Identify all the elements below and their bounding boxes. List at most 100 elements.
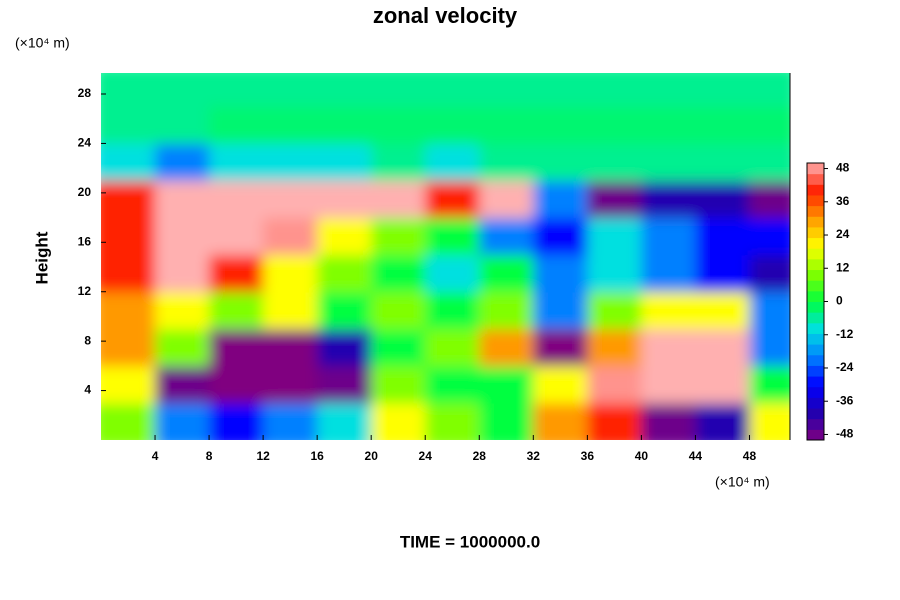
heatmap-cell <box>587 180 642 219</box>
heatmap-cell <box>317 365 372 404</box>
y-tick-label: 28 <box>78 86 92 100</box>
heatmap-cell <box>749 106 790 144</box>
heatmap-cell <box>641 365 696 404</box>
heatmap-cell <box>533 254 588 293</box>
x-tick-label: 36 <box>581 449 595 463</box>
heatmap-cell <box>371 217 426 256</box>
x-unit-label: (×10⁴ m) <box>715 474 770 490</box>
heatmap-cell <box>209 143 264 182</box>
heatmap-cell <box>479 143 534 182</box>
colorbar-step <box>807 333 824 345</box>
heatmap-cell <box>479 217 534 256</box>
heatmap-cell <box>317 106 372 144</box>
heatmap-cell <box>101 180 156 219</box>
colorbar-tick-label: 24 <box>836 227 850 241</box>
heatmap-cell <box>587 254 642 293</box>
heatmap-cell <box>533 73 588 107</box>
heatmap-cell <box>209 73 264 107</box>
footer: TIME = 1000000.0 <box>400 532 540 551</box>
heatmap-cell <box>101 106 156 144</box>
heatmap-cell <box>209 180 264 219</box>
y-unit-label: (×10⁴ m) <box>15 35 70 51</box>
y-tick-label: 16 <box>78 234 92 248</box>
heatmap-cell <box>587 106 642 144</box>
colorbar-step <box>807 269 824 281</box>
colorbar-step <box>807 429 824 441</box>
heatmap-cell <box>101 328 156 367</box>
heatmap-cell <box>155 180 210 219</box>
heatmap-cell <box>587 328 642 367</box>
heatmap-cell <box>425 328 480 367</box>
heatmap-cell <box>533 106 588 144</box>
heatmap <box>101 73 790 440</box>
heatmap-cell <box>317 291 372 330</box>
heatmap-cell <box>533 291 588 330</box>
heatmap-cell <box>317 254 372 293</box>
heatmap-cell <box>749 217 790 256</box>
heatmap-cell <box>695 143 750 182</box>
heatmap-cell <box>695 217 750 256</box>
heatmap-cell <box>587 365 642 404</box>
colorbar-step <box>807 354 824 366</box>
heatmap-cell <box>371 365 426 404</box>
colorbar-step <box>807 322 824 334</box>
heatmap-cell <box>479 73 534 107</box>
heatmap-cell <box>425 73 480 107</box>
colorbar-tick-label: -24 <box>836 360 854 374</box>
heatmap-cell <box>749 254 790 293</box>
heatmap-cell <box>317 73 372 107</box>
x-tick-label: 8 <box>206 449 213 463</box>
heatmap-cell <box>209 217 264 256</box>
heatmap-cell <box>155 143 210 182</box>
heatmap-cell <box>479 106 534 144</box>
heatmap-cell <box>695 402 750 440</box>
heatmap-cell <box>263 73 318 107</box>
colorbar: -48 -36 -24 -12 0 12 24 36 48 <box>806 161 854 441</box>
heatmap-cell <box>155 328 210 367</box>
heatmap-cell <box>749 328 790 367</box>
heatmap-cell <box>641 143 696 182</box>
heatmap-cell <box>641 254 696 293</box>
y-tick-label: 4 <box>84 383 91 397</box>
heatmap-cell <box>263 291 318 330</box>
colorbar-step <box>807 216 824 228</box>
y-tick-label: 12 <box>78 284 92 298</box>
heatmap-cell <box>749 180 790 219</box>
heatmap-cell <box>155 217 210 256</box>
heatmap-cell <box>209 365 264 404</box>
x-tick-label: 32 <box>527 449 541 463</box>
heatmap-cell <box>749 365 790 404</box>
colorbar-tick-label: -36 <box>836 393 854 407</box>
heatmap-cell <box>425 217 480 256</box>
heatmap-cell <box>533 365 588 404</box>
colorbar-step <box>807 280 824 292</box>
x-tick-label: 4 <box>152 449 159 463</box>
colorbar-step <box>807 248 824 260</box>
heatmap-cell <box>641 73 696 107</box>
heatmap-cell <box>533 143 588 182</box>
heatmap-cell <box>695 365 750 404</box>
heatmap-cell <box>587 143 642 182</box>
heatmap-cell <box>749 291 790 330</box>
plot-area <box>101 73 790 440</box>
x-tick-label: 16 <box>310 449 324 463</box>
x-tick-label: 28 <box>473 449 487 463</box>
heatmap-cell <box>263 254 318 293</box>
heatmap-cell <box>155 365 210 404</box>
colorbar-step <box>807 205 824 217</box>
heatmap-cell <box>317 143 372 182</box>
x-tick-label: 48 <box>743 449 757 463</box>
colorbar-step <box>807 258 824 271</box>
heatmap-cell <box>209 328 264 367</box>
heatmap-cell <box>317 328 372 367</box>
heatmap-cell <box>101 143 156 182</box>
heatmap-cell <box>155 402 210 440</box>
heatmap-cell <box>101 365 156 404</box>
heatmap-cell <box>641 180 696 219</box>
heatmap-cell <box>695 106 750 144</box>
heatmap-cell <box>317 217 372 256</box>
colorbar-step <box>807 344 824 356</box>
heatmap-cell <box>749 73 790 107</box>
heatmap-cell <box>263 106 318 144</box>
